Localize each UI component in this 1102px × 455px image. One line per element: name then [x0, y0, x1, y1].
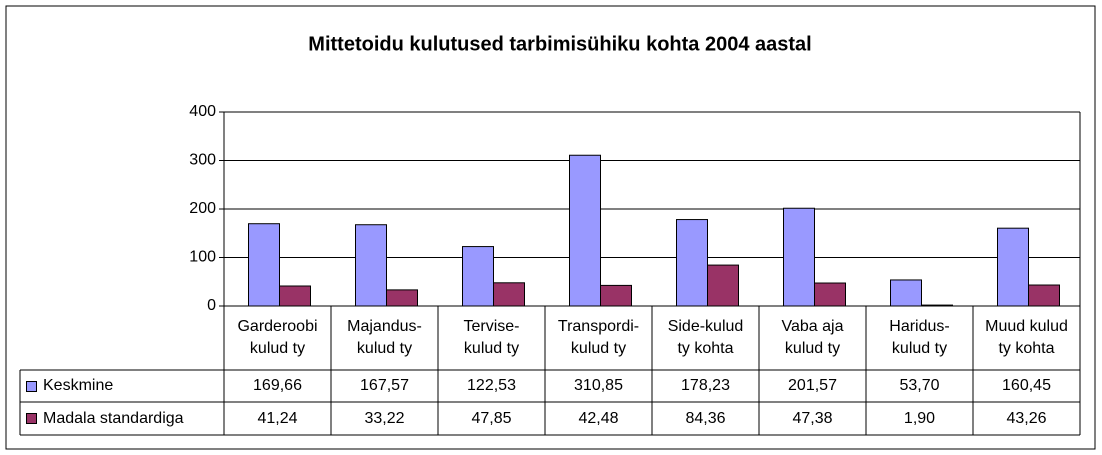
table-value: 43,26: [1006, 409, 1047, 427]
legend-key: [26, 380, 37, 392]
table-value: 160,45: [1002, 377, 1051, 394]
bar: [676, 219, 708, 307]
x-tick-label: Vaba aja kulud ty: [781, 318, 844, 357]
table-value: 169,66: [253, 377, 302, 394]
bar: [248, 223, 280, 307]
x-tick-label: Tervise- kulud ty: [463, 318, 520, 357]
table-value: 33,22: [364, 409, 405, 427]
bar: [355, 224, 387, 307]
x-tick-label: Side-kulud ty kohta: [667, 318, 744, 357]
bar: [814, 282, 846, 307]
legend-label: Keskmine: [43, 377, 114, 394]
bar: [997, 227, 1029, 307]
y-tick-label: 300: [189, 152, 216, 169]
legend-key: [26, 413, 37, 424]
table-value: 178,23: [681, 377, 730, 394]
bar: [921, 304, 953, 307]
table-value: 47,38: [792, 409, 833, 427]
bar: [707, 264, 739, 307]
bar: [1028, 284, 1060, 307]
legend-item: Keskmine: [20, 370, 224, 402]
bar: [569, 154, 601, 307]
table-value: 1,90: [903, 409, 936, 427]
y-tick-label: 400: [189, 103, 216, 120]
table-value: 47,85: [471, 409, 512, 427]
x-tick-label: Haridus- kulud ty: [889, 318, 950, 357]
bar: [600, 284, 632, 307]
legend-item: Madala standardiga: [20, 402, 224, 435]
chart-title: Mittetoidu kulutused tarbimisühiku kohta…: [308, 33, 811, 55]
y-tick-label: 0: [207, 297, 216, 314]
table-value: 41,24: [257, 409, 298, 427]
table-value: 53,70: [899, 377, 940, 394]
chart-border: [5, 5, 1096, 450]
bar: [493, 282, 525, 307]
bar: [386, 289, 418, 307]
table-value: 167,57: [360, 377, 409, 394]
y-tick-label: 200: [189, 200, 216, 217]
x-tick-label: Muud kulud ty kohta: [985, 318, 1068, 357]
bar: [279, 285, 311, 307]
x-tick-label: Garderoobi kulud ty: [237, 318, 318, 357]
table-value: 84,36: [685, 409, 726, 427]
x-tick-label: Transpordi- kulud ty: [557, 318, 640, 357]
bar: [890, 279, 922, 307]
table-value: 201,57: [788, 377, 837, 394]
y-tick-label: 100: [189, 249, 216, 266]
legend-label: Madala standardiga: [43, 409, 184, 427]
x-tick-label: Majandus- kulud ty: [347, 318, 422, 357]
table-value: 122,53: [467, 377, 516, 394]
table-value: 42,48: [578, 409, 619, 427]
bar: [462, 246, 494, 307]
table-value: 310,85: [574, 377, 623, 394]
bar: [783, 207, 815, 307]
